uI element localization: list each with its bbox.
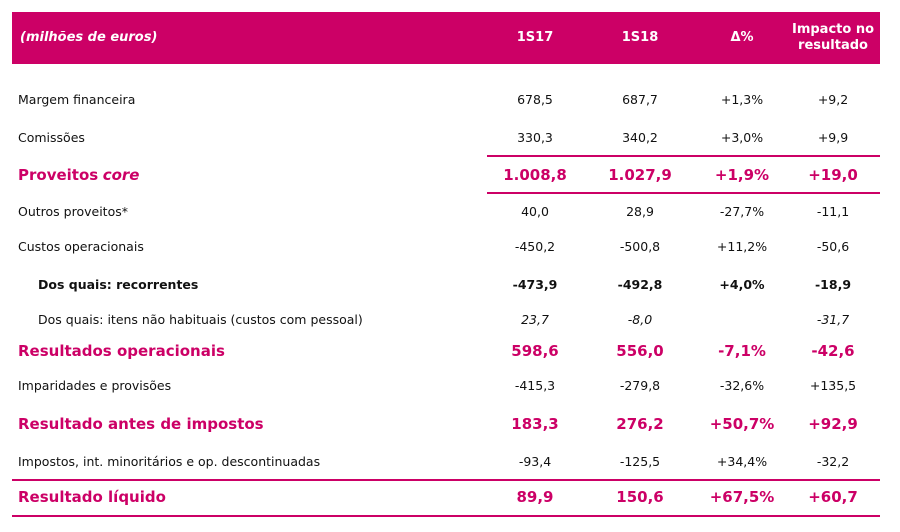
value-cell: -32,2 bbox=[816, 454, 850, 469]
value-cell: 276,2 bbox=[616, 415, 664, 433]
value-cell: 556,0 bbox=[616, 342, 664, 360]
row-label: Dos quais: recorrentes bbox=[38, 273, 198, 297]
label-text: Impostos, int. minoritários e op. descon… bbox=[18, 454, 321, 469]
value-cell: +92,9 bbox=[808, 415, 858, 433]
value-cell: 28,9 bbox=[626, 204, 654, 219]
header-band: (milhões de euros) 1S17 1S18 Δ% Impacto … bbox=[12, 12, 880, 64]
value-cell: +9,2 bbox=[817, 92, 849, 107]
row-label: Impostos, int. minoritários e op. descon… bbox=[18, 450, 320, 474]
value-cell: -473,9 bbox=[512, 277, 558, 292]
header-cell: 1S17 bbox=[516, 30, 554, 45]
value-cell: 150,6 bbox=[616, 488, 664, 506]
row-label: Custos operacionais bbox=[18, 235, 144, 259]
value-cell: -450,2 bbox=[514, 239, 556, 254]
label-text: Outros proveitos* bbox=[18, 204, 128, 219]
row-label: Comissões bbox=[18, 126, 85, 150]
value-cell: 330,3 bbox=[517, 130, 553, 145]
row-label: Margem financeira bbox=[18, 88, 135, 112]
value-cell: -50,6 bbox=[816, 239, 850, 254]
rule bbox=[12, 515, 880, 517]
value-cell: +11,2% bbox=[716, 239, 768, 254]
header-cell: Δ% bbox=[730, 30, 754, 45]
value-cell: 687,7 bbox=[622, 92, 658, 107]
value-cell: +1,3% bbox=[720, 92, 764, 107]
header-cell: Impacto no resultado bbox=[791, 22, 875, 53]
value-cell: 23,7 bbox=[521, 312, 549, 327]
header-cell: (milhões de euros) bbox=[20, 30, 158, 45]
value-cell: 1.008,8 bbox=[503, 166, 567, 184]
label-text: Dos quais: recorrentes bbox=[38, 277, 199, 292]
value-cell: -279,8 bbox=[619, 378, 661, 393]
value-cell: +4,0% bbox=[719, 277, 765, 292]
label-text: Resultado antes de impostos bbox=[18, 415, 264, 433]
row-label: Resultado líquido bbox=[18, 485, 166, 509]
label-text: Proveitos bbox=[18, 166, 99, 184]
value-cell: -492,8 bbox=[617, 277, 663, 292]
value-cell: 678,5 bbox=[517, 92, 553, 107]
value-cell: +19,0 bbox=[808, 166, 858, 184]
rule bbox=[487, 192, 880, 194]
value-cell: 598,6 bbox=[511, 342, 559, 360]
value-cell: +34,4% bbox=[716, 454, 768, 469]
value-cell: +3,0% bbox=[720, 130, 764, 145]
label-text: Dos quais: itens não habituais (custos c… bbox=[38, 312, 363, 327]
label-text: Resultado líquido bbox=[18, 488, 166, 506]
value-cell: -93,4 bbox=[518, 454, 552, 469]
row-label: Imparidades e provisões bbox=[18, 374, 171, 398]
label-text: Imparidades e provisões bbox=[18, 378, 172, 393]
value-cell: -32,6% bbox=[719, 378, 765, 393]
rule bbox=[12, 479, 880, 481]
label-text: core bbox=[102, 166, 140, 184]
row-label: Proveitos core bbox=[18, 163, 139, 187]
value-cell: 1.027,9 bbox=[608, 166, 672, 184]
value-cell: 183,3 bbox=[511, 415, 559, 433]
value-cell: 40,0 bbox=[521, 204, 549, 219]
value-cell: +60,7 bbox=[808, 488, 858, 506]
label-text: Margem financeira bbox=[18, 92, 136, 107]
value-cell: -18,9 bbox=[814, 277, 852, 292]
label-text: Comissões bbox=[18, 130, 85, 145]
value-cell: -11,1 bbox=[816, 204, 850, 219]
value-cell: 89,9 bbox=[516, 488, 554, 506]
value-cell: -31,7 bbox=[816, 312, 850, 327]
value-cell: -27,7% bbox=[719, 204, 765, 219]
value-cell: -125,5 bbox=[619, 454, 661, 469]
value-cell: 340,2 bbox=[622, 130, 658, 145]
row-label: Outros proveitos* bbox=[18, 200, 128, 224]
value-cell: -42,6 bbox=[811, 342, 855, 360]
row-label: Dos quais: itens não habituais (custos c… bbox=[38, 308, 363, 332]
value-cell: +50,7% bbox=[709, 415, 775, 433]
label-text: Resultados operacionais bbox=[18, 342, 225, 360]
value-cell: -415,3 bbox=[514, 378, 556, 393]
value-cell: -8,0 bbox=[627, 312, 653, 327]
row-label: Resultado antes de impostos bbox=[18, 412, 264, 436]
value-cell: -500,8 bbox=[619, 239, 661, 254]
value-cell: +135,5 bbox=[809, 378, 857, 393]
value-cell: -7,1% bbox=[718, 342, 766, 360]
rule bbox=[487, 155, 880, 157]
row-label: Resultados operacionais bbox=[18, 339, 225, 363]
label-text: Custos operacionais bbox=[18, 239, 144, 254]
value-cell: +1,9% bbox=[714, 166, 770, 184]
value-cell: +9,9 bbox=[817, 130, 849, 145]
header-cell: 1S18 bbox=[621, 30, 659, 45]
value-cell: +67,5% bbox=[709, 488, 775, 506]
